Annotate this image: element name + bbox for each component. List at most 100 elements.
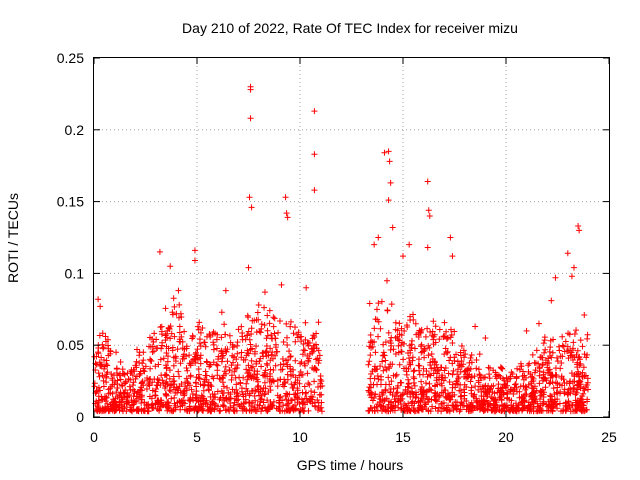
data-point [395, 342, 402, 349]
data-point [239, 391, 246, 398]
data-point [576, 227, 583, 234]
data-point [297, 333, 304, 340]
data-point [542, 384, 549, 391]
data-point [417, 402, 424, 409]
data-point [169, 311, 176, 318]
data-point [378, 389, 385, 396]
data-point [574, 397, 581, 404]
data-point [426, 380, 433, 387]
data-point [158, 323, 165, 330]
data-point [430, 341, 437, 348]
data-point [374, 407, 381, 414]
data-point [531, 369, 538, 376]
x-tick-label: 10 [292, 429, 308, 445]
data-point [126, 383, 133, 390]
data-point [123, 400, 130, 407]
data-point [440, 389, 447, 396]
data-point [513, 388, 520, 395]
data-point [134, 346, 141, 353]
data-point [374, 381, 381, 388]
data-point [263, 348, 270, 355]
data-point [368, 371, 375, 378]
data-point [417, 343, 424, 350]
data-point [456, 362, 463, 369]
data-point [478, 388, 485, 395]
data-point [410, 368, 417, 375]
data-point [124, 394, 131, 401]
data-point [381, 149, 388, 156]
data-point [186, 407, 193, 414]
data-point [149, 379, 156, 386]
data-point [408, 344, 415, 351]
data-point [367, 352, 374, 359]
data-point [450, 367, 457, 374]
data-point [285, 356, 292, 363]
data-point [436, 326, 443, 333]
data-point [269, 402, 276, 409]
data-point [387, 385, 394, 392]
data-point [189, 332, 196, 339]
data-point [148, 402, 155, 409]
data-point [222, 370, 229, 377]
data-point [176, 338, 183, 345]
data-point [176, 398, 183, 405]
data-point [418, 341, 425, 348]
data-point [243, 385, 250, 392]
data-point [221, 368, 228, 375]
data-point [216, 408, 223, 415]
data-point [419, 395, 426, 402]
data-point [214, 331, 221, 338]
data-point [234, 342, 241, 349]
data-point [93, 388, 100, 395]
data-point [312, 403, 319, 410]
data-point [128, 407, 135, 414]
data-point [192, 353, 199, 360]
data-point [287, 363, 294, 370]
data-point [140, 357, 147, 364]
data-point [410, 374, 417, 381]
data-point [101, 395, 108, 402]
data-point [102, 404, 109, 411]
data-point [495, 381, 502, 388]
data-point [95, 350, 102, 357]
data-point [119, 370, 126, 377]
data-point [255, 316, 262, 323]
data-point [239, 407, 246, 414]
data-point [382, 387, 389, 394]
data-point [226, 367, 233, 374]
data-point [475, 379, 482, 386]
data-point [266, 307, 273, 314]
data-point [147, 365, 154, 372]
data-point [304, 370, 311, 377]
data-point [432, 397, 439, 404]
data-point [222, 363, 229, 370]
data-point [299, 400, 306, 407]
data-point [192, 356, 199, 363]
data-point [506, 396, 513, 403]
x-axis-title: GPS time / hours [297, 457, 404, 473]
data-point [197, 381, 204, 388]
data-point [280, 360, 287, 367]
data-point [149, 343, 156, 350]
data-point [401, 390, 408, 397]
data-point [573, 390, 580, 397]
data-point [554, 380, 561, 387]
data-point [429, 358, 436, 365]
data-point [535, 360, 542, 367]
data-point [386, 158, 393, 165]
data-point [202, 343, 209, 350]
data-point [280, 338, 287, 345]
data-point [571, 373, 578, 380]
data-point [210, 359, 217, 366]
data-point [441, 351, 448, 358]
data-point [314, 355, 321, 362]
data-point [117, 376, 124, 383]
data-point [387, 179, 394, 186]
data-point [292, 324, 299, 331]
data-point [547, 379, 554, 386]
data-point [482, 335, 489, 342]
data-point [365, 361, 372, 368]
data-point [272, 341, 279, 348]
data-point [287, 368, 294, 375]
data-point [255, 388, 262, 395]
